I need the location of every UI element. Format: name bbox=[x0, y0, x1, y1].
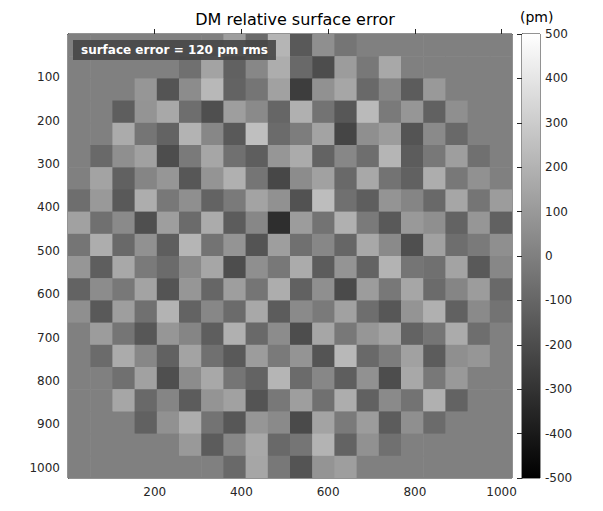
svg-text:500: 500 bbox=[545, 27, 568, 41]
svg-text:600: 600 bbox=[37, 287, 60, 301]
svg-text:400: 400 bbox=[545, 71, 568, 85]
svg-text:100: 100 bbox=[37, 70, 60, 84]
svg-text:100: 100 bbox=[545, 205, 568, 219]
svg-text:400: 400 bbox=[230, 485, 253, 499]
svg-text:600: 600 bbox=[317, 485, 340, 499]
svg-text:700: 700 bbox=[37, 331, 60, 345]
svg-text:300: 300 bbox=[545, 116, 568, 130]
svg-text:1000: 1000 bbox=[486, 485, 517, 499]
svg-text:800: 800 bbox=[403, 485, 426, 499]
svg-text:200: 200 bbox=[143, 485, 166, 499]
svg-text:(pm): (pm) bbox=[520, 9, 553, 25]
svg-text:-500: -500 bbox=[545, 471, 572, 485]
svg-text:-200: -200 bbox=[545, 338, 572, 352]
svg-text:300: 300 bbox=[37, 157, 60, 171]
svg-text:200: 200 bbox=[37, 114, 60, 128]
svg-text:-300: -300 bbox=[545, 382, 572, 396]
svg-text:0: 0 bbox=[545, 249, 553, 263]
svg-text:800: 800 bbox=[37, 374, 60, 388]
svg-text:500: 500 bbox=[37, 244, 60, 258]
svg-text:surface error = 120 pm rms: surface error = 120 pm rms bbox=[81, 43, 268, 57]
svg-text:400: 400 bbox=[37, 200, 60, 214]
svg-text:200: 200 bbox=[545, 160, 568, 174]
svg-text:DM relative surface error: DM relative surface error bbox=[195, 10, 395, 29]
svg-text:-100: -100 bbox=[545, 293, 572, 307]
svg-text:1000: 1000 bbox=[29, 461, 60, 475]
svg-text:900: 900 bbox=[37, 417, 60, 431]
svg-text:-400: -400 bbox=[545, 427, 572, 441]
